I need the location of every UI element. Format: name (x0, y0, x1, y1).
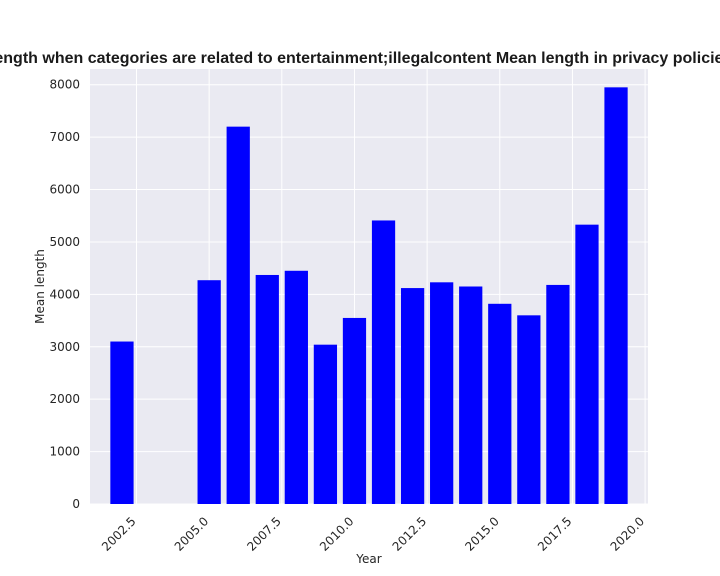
x-tick-label: 2005.0 (172, 514, 212, 554)
y-tick-label: 8000 (49, 78, 80, 92)
y-tick-label: 0 (72, 497, 80, 511)
bar-2015 (488, 303, 512, 504)
bar-2019 (604, 87, 628, 504)
y-tick-label: 4000 (49, 287, 80, 301)
x-axis-label: Year (355, 552, 381, 566)
bar-2002 (110, 341, 134, 504)
y-tick-label: 7000 (49, 130, 80, 144)
x-tick-label: 2015.0 (462, 514, 502, 554)
bar-2017 (546, 284, 570, 504)
x-tick-label: 2007.5 (244, 514, 284, 554)
y-axis-ticks: 0 1000 2000 3000 4000 5000 6000 7000 8000 (49, 78, 80, 511)
x-tick-label: 2012.5 (390, 514, 430, 554)
y-tick-label: 5000 (49, 235, 80, 249)
bar-2014 (459, 286, 483, 504)
y-tick-label: 2000 (49, 392, 80, 406)
bars (110, 87, 628, 505)
bar-2012 (400, 288, 425, 504)
bar-2006 (226, 126, 250, 504)
chart-title: Mean length when categories are related … (0, 50, 720, 67)
bar-2009 (313, 344, 338, 504)
bar-2016 (517, 315, 541, 504)
bar-2018 (575, 224, 599, 505)
x-tick-label: 2002.5 (99, 514, 139, 554)
y-tick-label: 6000 (49, 183, 80, 197)
x-tick-label: 2010.0 (317, 514, 357, 554)
bar-2008 (284, 270, 308, 504)
bar-2010 (342, 317, 367, 504)
bar-2011 (371, 220, 396, 504)
bar-2013 (430, 282, 454, 504)
x-tick-label: 2020.0 (608, 514, 648, 554)
y-axis-label: Mean length (33, 249, 47, 324)
x-axis-ticks: 2002.5 2005.0 2007.5 2010.0 2012.5 2015.0 2017… (99, 514, 647, 554)
bar-2007 (255, 274, 279, 504)
y-tick-label: 1000 (49, 445, 80, 459)
y-tick-label: 3000 (49, 340, 80, 354)
x-tick-label: 2017.5 (535, 514, 575, 554)
bar-2005 (197, 280, 221, 504)
